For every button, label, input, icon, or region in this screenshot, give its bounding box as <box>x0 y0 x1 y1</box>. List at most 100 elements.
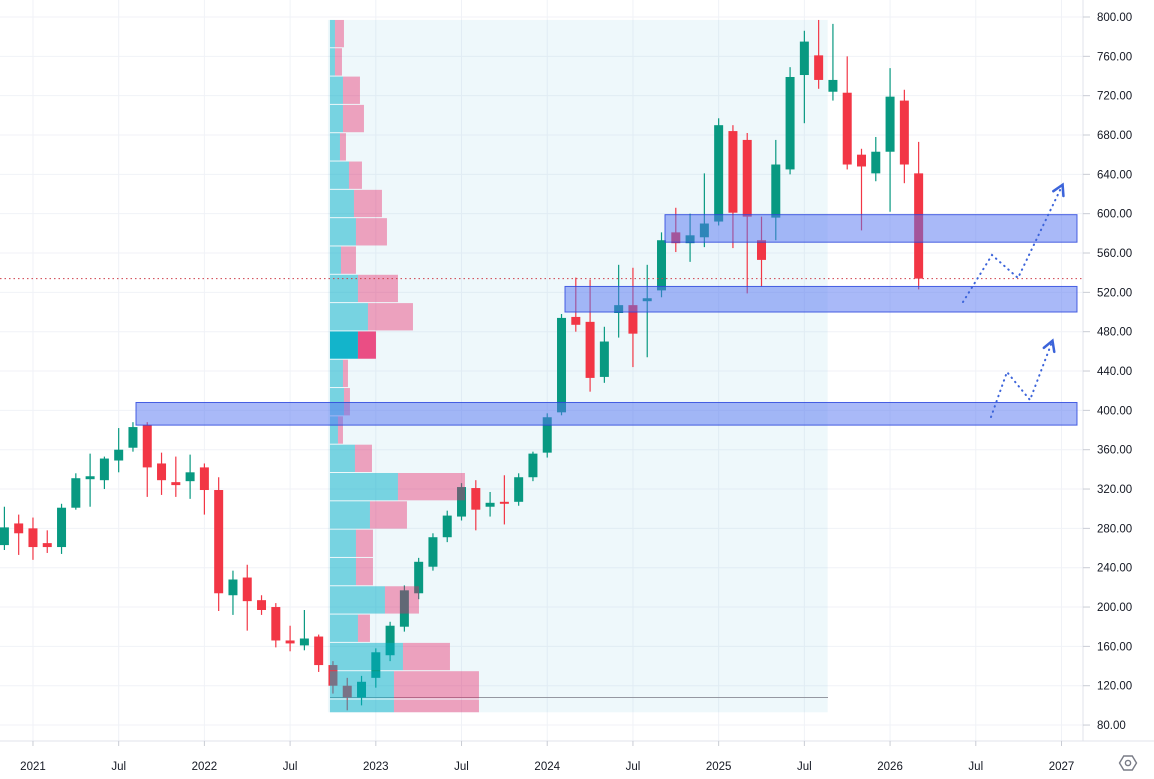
candle[interactable] <box>399 585 409 632</box>
candle[interactable] <box>428 533 438 571</box>
profile-down-volume-bar <box>367 303 413 331</box>
candle-body <box>885 96 895 152</box>
profile-up-volume-bar <box>329 586 385 614</box>
candle-body <box>585 321 595 378</box>
candle[interactable] <box>714 118 724 226</box>
candle-body <box>442 515 452 538</box>
zone-580-rectangle[interactable] <box>664 214 1078 243</box>
candle-body <box>28 528 38 548</box>
candle[interactable] <box>885 68 895 212</box>
candle-body <box>99 458 109 481</box>
candle[interactable] <box>71 473 81 510</box>
candle[interactable] <box>157 452 167 495</box>
candle[interactable] <box>128 422 138 452</box>
candle[interactable] <box>442 510 452 543</box>
candle[interactable] <box>785 67 795 175</box>
hexagon-eye-icon[interactable] <box>1118 755 1138 771</box>
profile-down-volume-bar <box>348 161 362 189</box>
candle-body <box>142 425 152 468</box>
time-axis[interactable]: 2021 Jul 2022 Jul 2023 Jul 2024 Jul 2025 Jul 2026 J… <box>20 741 1074 773</box>
volume-profile-row <box>329 104 364 133</box>
volume-profile-row <box>329 586 419 614</box>
profile-down-volume-bar <box>397 472 465 501</box>
profile-up-volume-bar <box>329 331 358 359</box>
volume-profile <box>329 19 479 713</box>
candle[interactable] <box>457 483 467 521</box>
candles-layer <box>0 19 924 711</box>
candle[interactable] <box>557 313 567 416</box>
volume-profile-row <box>329 529 373 557</box>
profile-up-volume-bar <box>329 642 403 671</box>
candle-body <box>828 79 838 92</box>
profile-down-volume-bar <box>369 501 407 529</box>
candle-body <box>528 453 538 478</box>
volume-profile-row <box>329 416 343 444</box>
candle[interactable] <box>742 133 752 294</box>
candle-body <box>185 472 195 482</box>
price-axis-label: 80.00 <box>1097 720 1126 732</box>
candle[interactable] <box>199 463 209 515</box>
candle-body <box>385 625 395 656</box>
candle[interactable] <box>228 570 238 615</box>
candle[interactable] <box>599 326 609 383</box>
time-axis-label: Jul <box>454 761 469 773</box>
candle[interactable] <box>85 453 95 507</box>
profile-up-volume-bar <box>329 699 394 713</box>
candle[interactable] <box>214 477 224 611</box>
profile-up-volume-bar <box>329 614 358 642</box>
zone-520-rectangle[interactable] <box>564 285 1078 313</box>
price-axis[interactable]: 800.00 760.00 720.00 680.00 640.00 600.00 560.… <box>1083 12 1132 732</box>
candle[interactable] <box>299 609 309 651</box>
candle-body <box>14 523 24 534</box>
candle-body <box>128 427 138 448</box>
price-axis-label: 520.00 <box>1097 287 1132 299</box>
profile-down-volume-bar <box>334 19 344 48</box>
profile-down-volume-bar <box>357 614 370 642</box>
candle[interactable] <box>285 625 295 652</box>
candle[interactable] <box>842 56 852 170</box>
candle[interactable] <box>828 23 838 101</box>
candle[interactable] <box>314 634 324 672</box>
candle[interactable] <box>114 428 124 473</box>
candle[interactable] <box>514 473 524 506</box>
profile-down-volume-bar <box>357 331 376 359</box>
candle[interactable] <box>28 517 38 560</box>
candle[interactable] <box>14 514 24 555</box>
candle[interactable] <box>257 595 267 615</box>
zigzag-arrow-upper[interactable] <box>962 182 1065 303</box>
profile-up-volume-bar <box>329 359 343 388</box>
candle[interactable] <box>171 456 181 497</box>
candle[interactable] <box>628 267 638 368</box>
candle[interactable] <box>271 603 281 648</box>
candle[interactable] <box>414 557 424 600</box>
candle[interactable] <box>499 475 509 525</box>
candle[interactable] <box>42 530 52 553</box>
candle[interactable] <box>185 454 195 499</box>
candle[interactable] <box>814 19 824 89</box>
price-axis-label: 480.00 <box>1097 327 1132 339</box>
candle[interactable] <box>242 564 252 631</box>
candle-body <box>742 139 752 217</box>
zone-400-rectangle[interactable] <box>135 401 1078 426</box>
profile-up-volume-bar <box>329 303 368 331</box>
candle[interactable] <box>528 451 538 482</box>
profile-down-volume-bar <box>357 274 398 303</box>
time-axis-label: 2026 <box>877 761 903 773</box>
volume-profile-row <box>329 671 479 699</box>
price-axis-label: 400.00 <box>1097 405 1132 417</box>
candle[interactable] <box>471 480 481 531</box>
candle[interactable] <box>99 456 109 490</box>
candle-body <box>657 240 667 291</box>
volume-profile-row <box>329 557 373 586</box>
profile-down-volume-bar <box>342 359 348 388</box>
candle[interactable] <box>871 136 881 182</box>
candle[interactable] <box>899 89 909 184</box>
candle[interactable] <box>485 491 495 517</box>
candle[interactable] <box>142 422 152 497</box>
candle[interactable] <box>799 30 809 124</box>
candle[interactable] <box>0 506 9 551</box>
zigzag-arrow-lower[interactable] <box>990 338 1056 418</box>
volume-profile-row <box>329 218 387 246</box>
candle[interactable] <box>57 503 67 554</box>
